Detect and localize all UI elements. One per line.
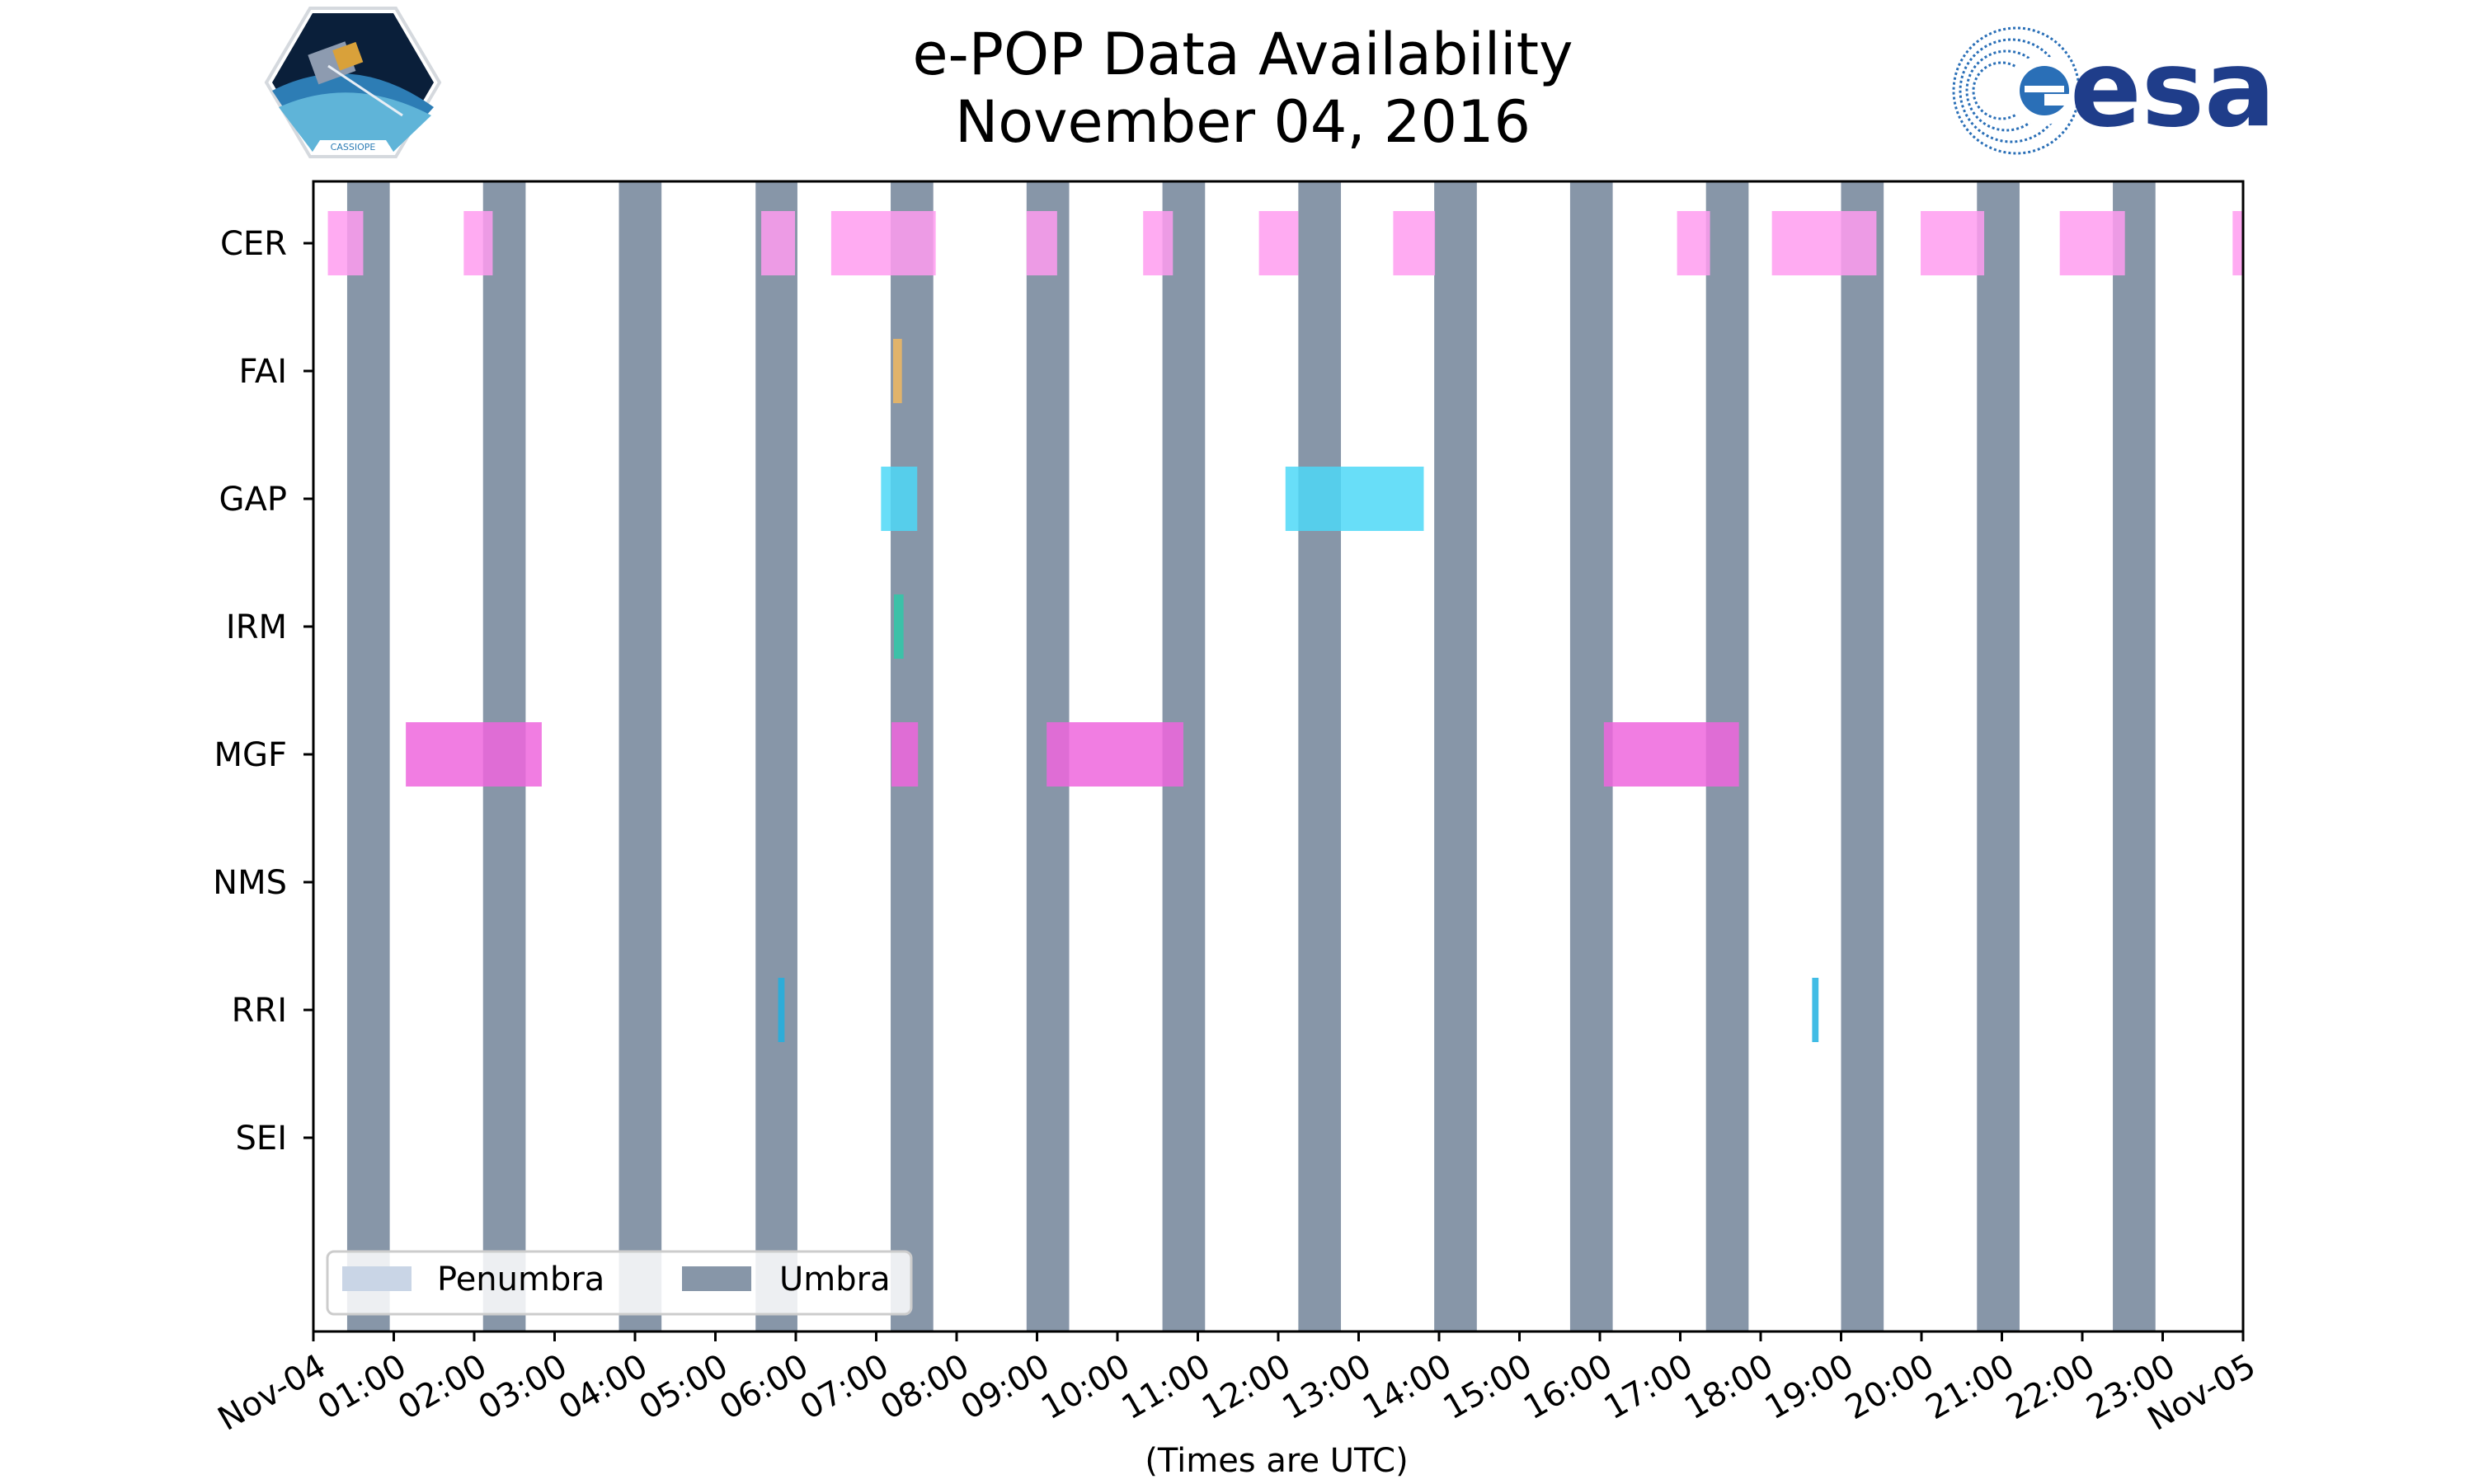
y-axis: CER FAI GAP IRM MGF NMS RRI SEI bbox=[213, 225, 313, 1158]
legend: Penumbra Umbra bbox=[326, 1250, 913, 1316]
availability-bar-fai bbox=[892, 339, 902, 403]
legend-label-penumbra: Penumbra bbox=[437, 1261, 604, 1298]
x-tick-label: 13:00 bbox=[1277, 1347, 1378, 1427]
y-tick-label-gap: GAP bbox=[219, 481, 287, 519]
legend-swatch-umbra bbox=[682, 1266, 751, 1291]
umbra-band bbox=[755, 181, 797, 1331]
availability-bar-mgf bbox=[1603, 722, 1739, 787]
umbra-band bbox=[1977, 181, 2020, 1331]
esa-logo: esa bbox=[1952, 26, 2275, 155]
x-tick-label: 18:00 bbox=[1678, 1347, 1780, 1427]
availability-bar-cer bbox=[761, 211, 796, 275]
x-tick-label: 03:00 bbox=[473, 1347, 574, 1427]
umbra-band bbox=[2113, 181, 2156, 1331]
x-tick-label: 07:00 bbox=[794, 1347, 896, 1427]
x-tick-label: 01:00 bbox=[312, 1347, 413, 1427]
availability-bar-cer bbox=[1143, 211, 1174, 275]
x-tick-label: 05:00 bbox=[633, 1347, 735, 1427]
y-tick-label-sei: SEI bbox=[236, 1120, 287, 1158]
legend-frame bbox=[326, 1250, 913, 1316]
umbra-band bbox=[346, 181, 390, 1331]
chart-title-line-1: e-POP Data Availability bbox=[912, 21, 1573, 88]
x-tick-label: 19:00 bbox=[1759, 1347, 1860, 1427]
x-tick-label: 20:00 bbox=[1839, 1347, 1940, 1427]
x-tick-label: 17:00 bbox=[1598, 1347, 1700, 1427]
availability-bar-cer bbox=[2232, 211, 2243, 275]
esa-logo-text: esa bbox=[2070, 28, 2275, 151]
y-tick-label-rri: RRI bbox=[232, 992, 287, 1030]
availability-bar-gap bbox=[881, 467, 918, 531]
availability-bar-cer bbox=[1921, 211, 1985, 275]
availability-bar-cer bbox=[1258, 211, 1299, 275]
availability-bar-cer bbox=[2059, 211, 2125, 275]
availability-bar-gap bbox=[1285, 467, 1424, 531]
y-tick-label-cer: CER bbox=[220, 225, 287, 263]
availability-bar-cer bbox=[327, 211, 364, 275]
legend-swatch-penumbra bbox=[342, 1266, 412, 1291]
legend-label-umbra: Umbra bbox=[779, 1261, 891, 1298]
availability-bar-cer bbox=[1393, 211, 1436, 275]
umbra-band bbox=[618, 181, 662, 1331]
y-tick-label-irm: IRM bbox=[226, 608, 287, 646]
umbra-band bbox=[1434, 181, 1477, 1331]
availability-bar-irm bbox=[893, 594, 904, 659]
y-tick-label-nms: NMS bbox=[213, 864, 287, 902]
availability-bar-cer bbox=[830, 211, 936, 275]
cassiope-logo-text: CASSIOPE bbox=[331, 142, 376, 153]
x-tick-label: 08:00 bbox=[874, 1347, 976, 1427]
availability-bar-cer bbox=[1677, 211, 1710, 275]
availability-bar-rri bbox=[778, 978, 785, 1042]
x-tick-label: 21:00 bbox=[1920, 1347, 2021, 1427]
availability-bar-cer bbox=[463, 211, 493, 275]
umbra-band bbox=[1841, 181, 1884, 1331]
x-tick-label: 11:00 bbox=[1116, 1347, 1217, 1427]
y-tick-label-mgf: MGF bbox=[214, 736, 287, 774]
x-tick-label: 09:00 bbox=[955, 1347, 1056, 1427]
esa-logo-swirl bbox=[1952, 26, 2081, 155]
availability-bar-mgf bbox=[891, 722, 919, 787]
availability-bar-cer bbox=[1771, 211, 1877, 275]
x-tick-label: 04:00 bbox=[553, 1347, 654, 1427]
umbra-layer bbox=[346, 181, 2156, 1331]
chart-title-line-2: November 04, 2016 bbox=[955, 88, 1531, 156]
x-tick-label: 10:00 bbox=[1035, 1347, 1136, 1427]
availability-bar-rri bbox=[1812, 978, 1819, 1042]
availability-bar-mgf bbox=[1047, 722, 1183, 787]
x-tick-label: 02:00 bbox=[392, 1347, 493, 1427]
availability-bars-layer bbox=[327, 211, 2243, 1042]
cassiope-logo: CASSIOPE bbox=[264, 7, 442, 158]
x-axis: Nov-0401:0002:0003:0004:0005:0006:0007:0… bbox=[212, 1331, 2262, 1439]
x-tick-label: 06:00 bbox=[713, 1347, 815, 1427]
availability-bar-mgf bbox=[406, 722, 542, 787]
x-tick-label: 16:00 bbox=[1517, 1347, 1619, 1427]
x-axis-label: (Times are UTC) bbox=[1145, 1442, 1408, 1480]
x-tick-label: 15:00 bbox=[1437, 1347, 1539, 1427]
x-tick-label: 14:00 bbox=[1357, 1347, 1458, 1427]
y-tick-label-fai: FAI bbox=[239, 353, 288, 391]
availability-bar-cer bbox=[1026, 211, 1057, 275]
umbra-band bbox=[1298, 181, 1342, 1331]
x-tick-label: 22:00 bbox=[2000, 1347, 2101, 1427]
x-tick-label: 12:00 bbox=[1196, 1347, 1297, 1427]
plot-background bbox=[313, 181, 2243, 1331]
